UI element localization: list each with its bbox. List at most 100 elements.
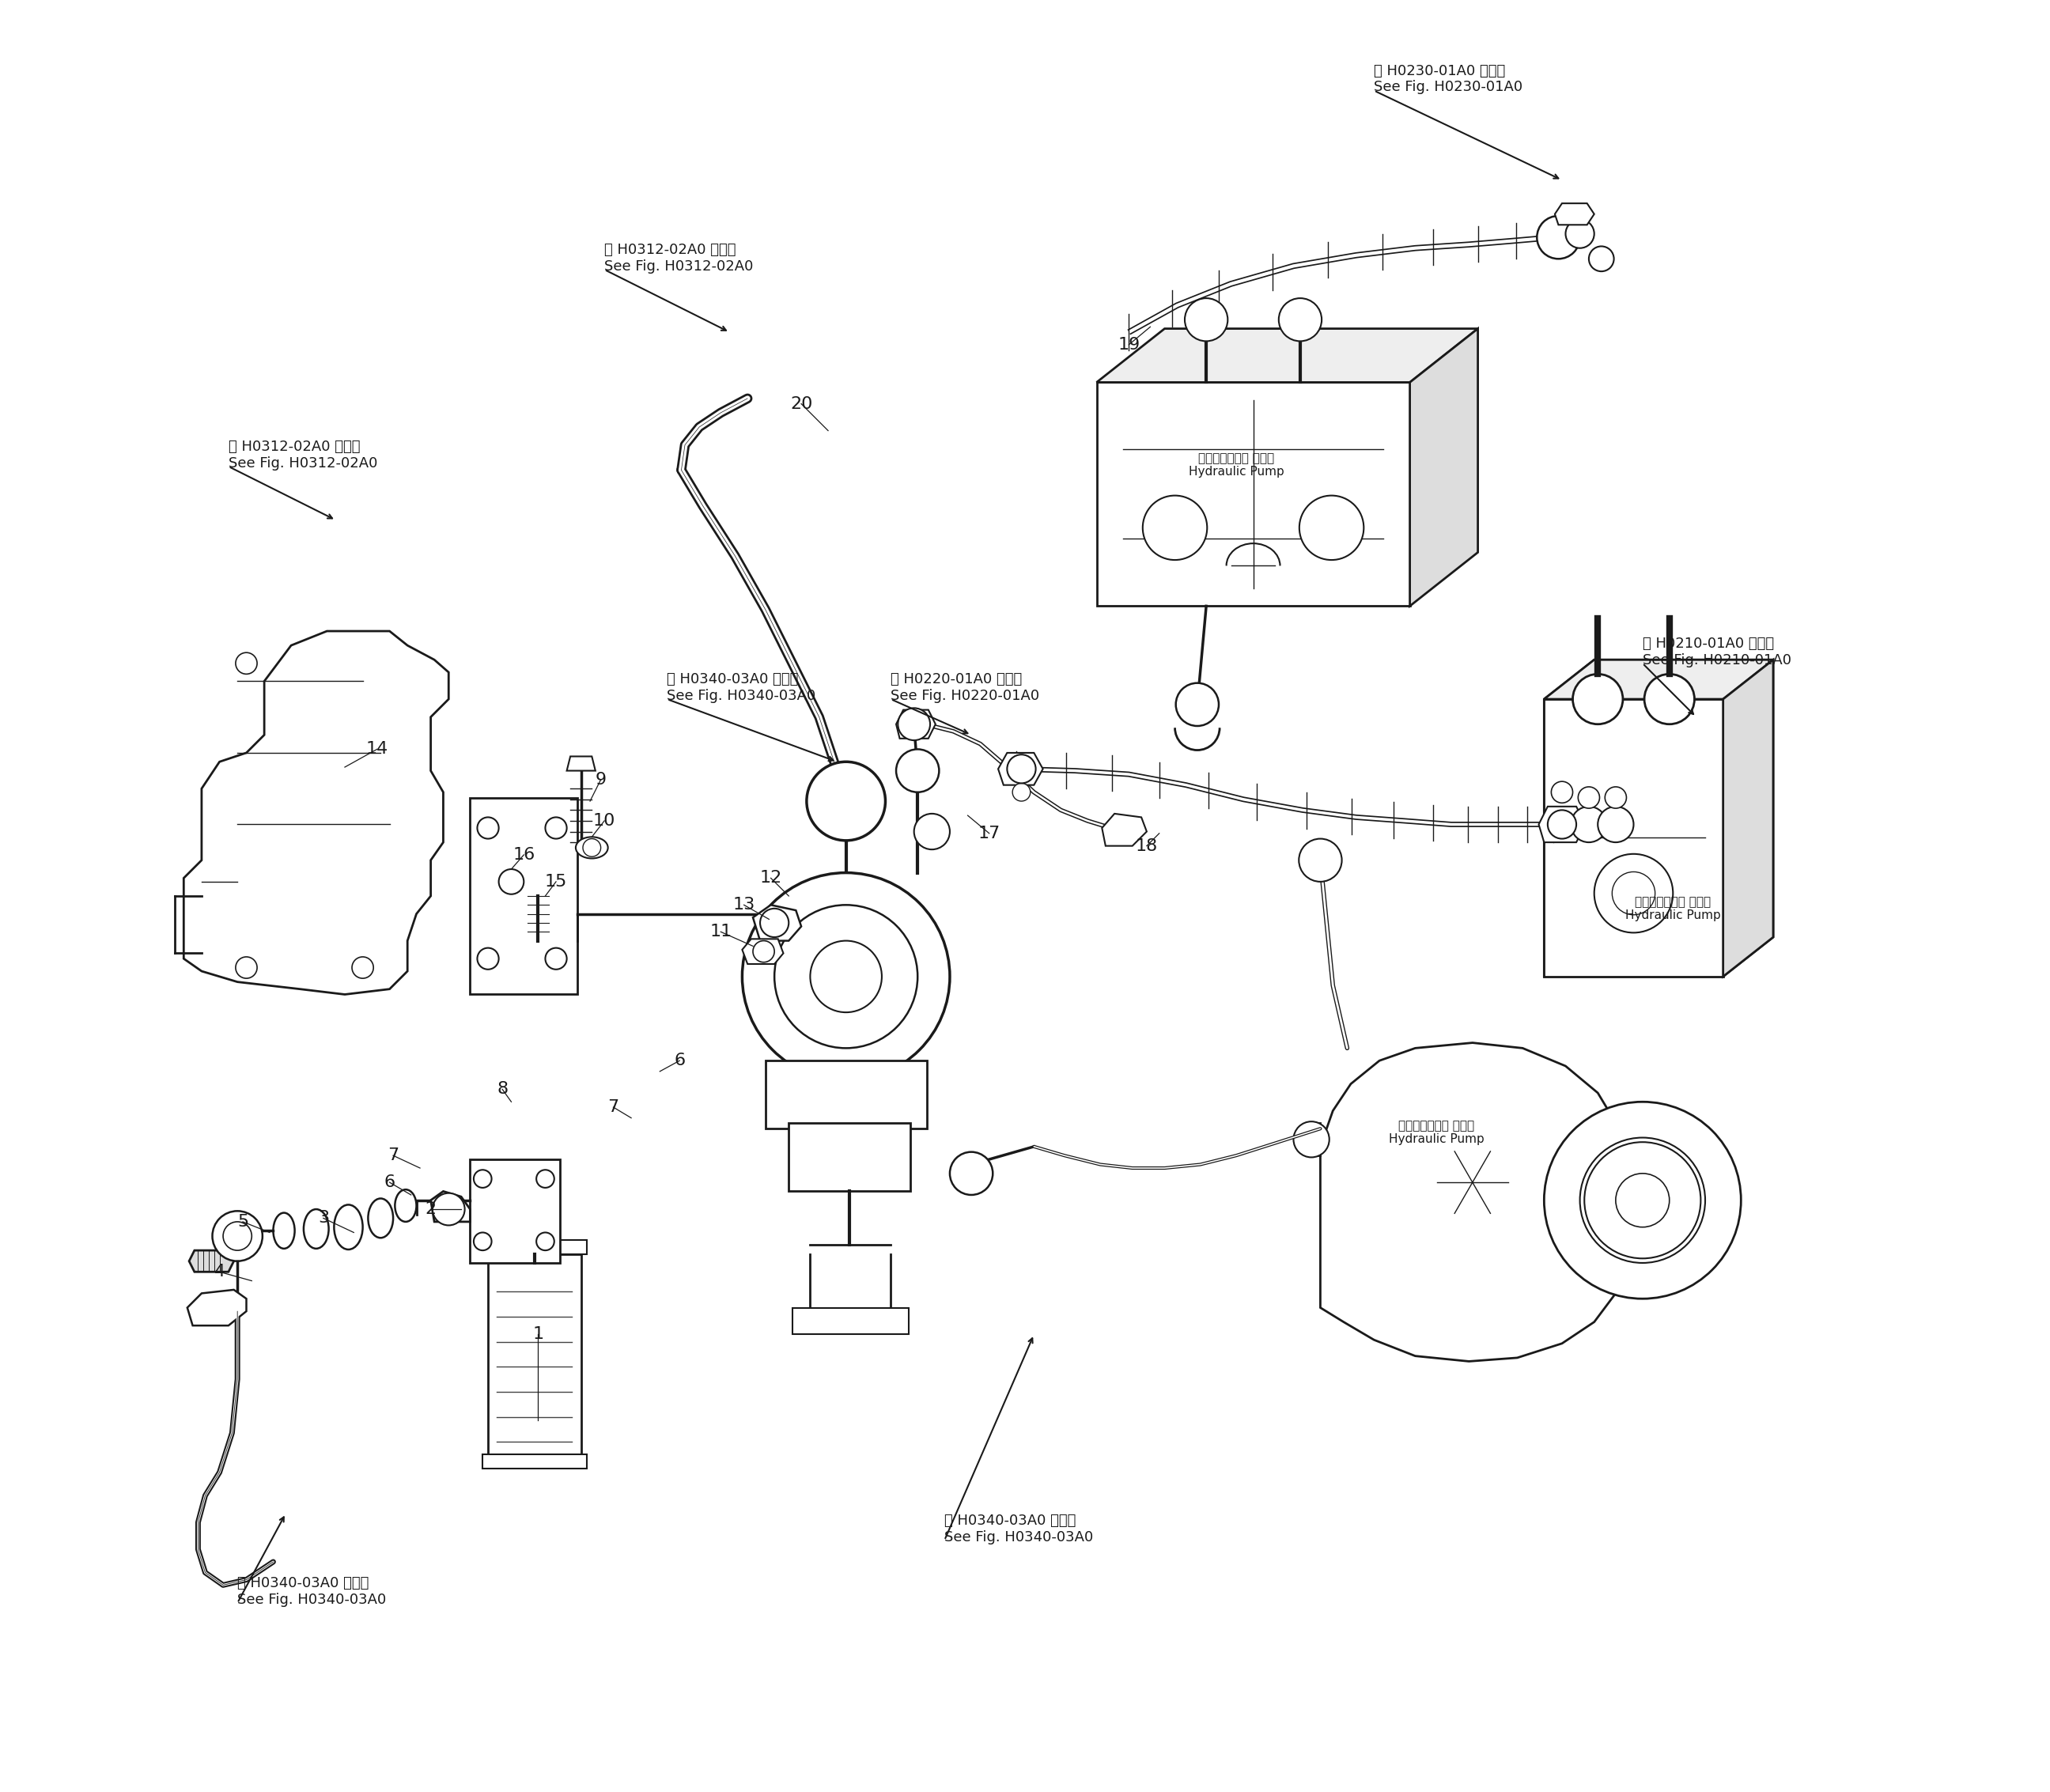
Circle shape	[525, 1222, 545, 1244]
Text: 14: 14	[365, 742, 387, 758]
Bar	[789, 1124, 910, 1192]
Circle shape	[1597, 806, 1634, 842]
Circle shape	[898, 708, 931, 740]
Polygon shape	[189, 1251, 234, 1272]
Polygon shape	[1554, 202, 1595, 224]
Text: 第 H0340-03A0 図参照
See Fig. H0340-03A0: 第 H0340-03A0 図参照 See Fig. H0340-03A0	[945, 1514, 1093, 1545]
Circle shape	[1605, 787, 1626, 808]
Circle shape	[1185, 297, 1228, 340]
Circle shape	[1644, 674, 1695, 724]
Polygon shape	[1103, 814, 1146, 846]
Text: 第 H0340-03A0 図参照
See Fig. H0340-03A0: 第 H0340-03A0 図参照 See Fig. H0340-03A0	[666, 672, 816, 702]
Circle shape	[545, 948, 566, 969]
Polygon shape	[1544, 659, 1773, 699]
Bar	[1097, 382, 1410, 606]
Circle shape	[353, 957, 373, 978]
Polygon shape	[430, 1192, 469, 1222]
Text: 1: 1	[533, 1326, 543, 1342]
Text: 11: 11	[709, 925, 732, 939]
Text: 8: 8	[496, 1081, 508, 1097]
Polygon shape	[1314, 1124, 1320, 1156]
Text: 16: 16	[512, 848, 535, 862]
Ellipse shape	[334, 1204, 363, 1249]
Circle shape	[1538, 215, 1581, 258]
Circle shape	[761, 909, 789, 937]
Circle shape	[582, 839, 601, 857]
Text: 第 H0312-02A0 図参照
See Fig. H0312-02A0: 第 H0312-02A0 図参照 See Fig. H0312-02A0	[228, 439, 377, 470]
Circle shape	[752, 941, 775, 962]
Circle shape	[1548, 810, 1576, 839]
Circle shape	[1552, 781, 1572, 803]
Circle shape	[1300, 839, 1343, 882]
Text: ハイドロリック ポンプ
Hydraulic Pump: ハイドロリック ポンプ Hydraulic Pump	[1390, 1120, 1484, 1145]
Circle shape	[914, 814, 949, 849]
Text: 第 H0312-02A0 図参照
See Fig. H0312-02A0: 第 H0312-02A0 図参照 See Fig. H0312-02A0	[605, 242, 752, 274]
Circle shape	[474, 1170, 492, 1188]
Text: 6: 6	[674, 1052, 685, 1068]
Text: 18: 18	[1136, 839, 1158, 853]
Circle shape	[1177, 683, 1220, 726]
Circle shape	[433, 1193, 465, 1226]
Circle shape	[1142, 496, 1207, 559]
Text: 15: 15	[545, 874, 568, 889]
Circle shape	[949, 1152, 992, 1195]
Circle shape	[896, 749, 939, 792]
Text: 9: 9	[594, 772, 607, 787]
Circle shape	[775, 905, 918, 1048]
Text: 4: 4	[213, 1263, 226, 1279]
Circle shape	[814, 774, 877, 839]
Text: 5: 5	[238, 1213, 248, 1229]
Text: 7: 7	[387, 1147, 400, 1163]
Text: 第 H0210-01A0 図参照
See Fig. H0210-01A0: 第 H0210-01A0 図参照 See Fig. H0210-01A0	[1642, 636, 1792, 667]
Text: 6: 6	[383, 1174, 396, 1190]
Text: 10: 10	[592, 814, 615, 828]
Polygon shape	[184, 631, 449, 995]
Circle shape	[1611, 873, 1654, 914]
Bar	[791, 1308, 908, 1335]
Circle shape	[1595, 855, 1673, 932]
Circle shape	[478, 948, 498, 969]
Text: 2: 2	[424, 1201, 437, 1217]
Circle shape	[1589, 246, 1613, 271]
Text: 第 H0230-01A0 図参照
See Fig. H0230-01A0: 第 H0230-01A0 図参照 See Fig. H0230-01A0	[1374, 65, 1523, 95]
Ellipse shape	[576, 837, 609, 858]
Text: 19: 19	[1117, 337, 1140, 353]
Ellipse shape	[303, 1210, 328, 1249]
Polygon shape	[566, 756, 594, 771]
Circle shape	[545, 817, 566, 839]
Polygon shape	[998, 753, 1043, 785]
Polygon shape	[896, 710, 935, 738]
Circle shape	[1013, 783, 1031, 801]
Text: 12: 12	[761, 871, 781, 885]
Circle shape	[474, 1233, 492, 1251]
Circle shape	[1615, 1174, 1669, 1228]
Text: 3: 3	[318, 1210, 328, 1226]
Bar	[765, 1061, 927, 1129]
Circle shape	[806, 762, 886, 840]
Circle shape	[1544, 1102, 1740, 1299]
Circle shape	[1294, 1122, 1328, 1158]
Bar	[469, 1159, 560, 1263]
Circle shape	[1570, 806, 1607, 842]
Polygon shape	[742, 939, 783, 964]
Bar	[482, 1455, 586, 1469]
Circle shape	[1007, 754, 1035, 783]
Text: 13: 13	[732, 898, 754, 912]
Text: 7: 7	[607, 1098, 619, 1115]
Circle shape	[478, 817, 498, 839]
Circle shape	[1566, 219, 1595, 247]
Polygon shape	[1320, 1043, 1634, 1362]
Circle shape	[810, 941, 882, 1012]
Circle shape	[1579, 787, 1599, 808]
Polygon shape	[1724, 659, 1773, 977]
Text: 20: 20	[789, 396, 812, 412]
Circle shape	[1572, 674, 1624, 724]
Text: 第 H0220-01A0 図参照
See Fig. H0220-01A0: 第 H0220-01A0 図参照 See Fig. H0220-01A0	[892, 672, 1039, 702]
Bar	[482, 1240, 586, 1254]
Polygon shape	[187, 1290, 246, 1326]
Circle shape	[537, 1233, 554, 1251]
Circle shape	[1581, 1138, 1706, 1263]
Text: ハイドロリック ポンプ
Hydraulic Pump: ハイドロリック ポンプ Hydraulic Pump	[1189, 452, 1283, 478]
Bar	[1544, 699, 1724, 977]
Ellipse shape	[273, 1213, 295, 1249]
